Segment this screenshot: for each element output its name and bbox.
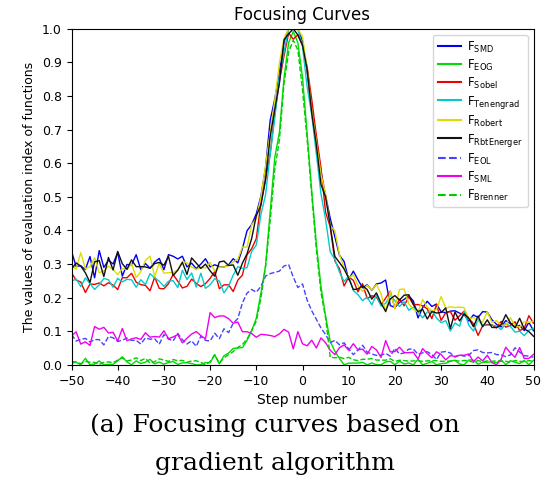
Y-axis label: The values of evaluation index of functions: The values of evaluation index of functi… — [23, 62, 36, 332]
X-axis label: Step number: Step number — [257, 393, 348, 407]
Text: gradient algorithm: gradient algorithm — [155, 452, 395, 475]
Text: (a) Focusing curves based on: (a) Focusing curves based on — [90, 413, 460, 437]
Legend: $\mathsf{F}$$_{\mathsf{SMD}}$, $\mathsf{F}$$_{\mathsf{EOG}}$, $\mathsf{F}$$_{\ma: $\mathsf{F}$$_{\mathsf{SMD}}$, $\mathsf{… — [433, 35, 527, 207]
Title: Focusing Curves: Focusing Curves — [234, 6, 371, 24]
